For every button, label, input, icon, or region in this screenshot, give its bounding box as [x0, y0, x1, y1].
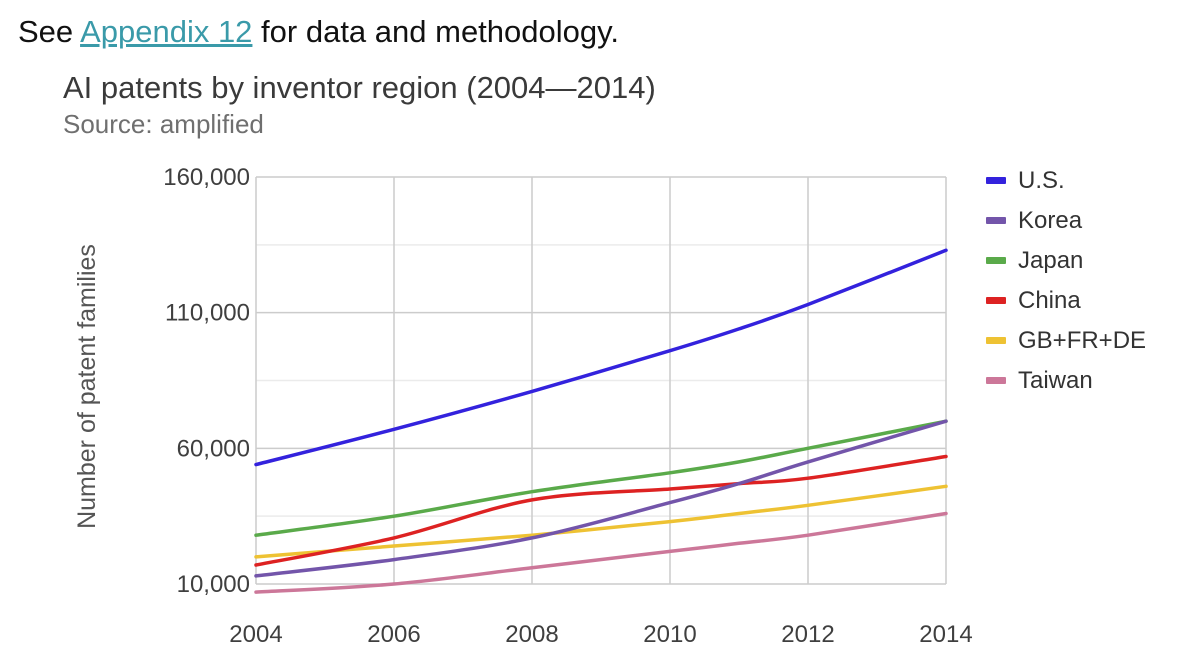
x-tick-label: 2006 — [367, 621, 420, 648]
legend-label-gb-fr-de: GB+FR+DE — [1018, 327, 1146, 354]
chart-title: AI patents by inventor region (2004—2014… — [63, 70, 656, 105]
x-tick-label: 2010 — [643, 621, 696, 648]
appendix-link[interactable]: Appendix 12 — [80, 14, 253, 49]
intro-prefix: See — [18, 14, 81, 49]
series-line-taiwan — [254, 511, 948, 594]
series-line-japan — [254, 419, 948, 537]
intro-text: See Appendix 12 for data and methodology… — [18, 14, 619, 50]
x-tick-label: 2012 — [781, 621, 834, 648]
y-tick-label: 60,000 — [177, 435, 250, 462]
legend-label-japan: Japan — [1018, 247, 1083, 274]
y-axis-title: Number of patent families — [73, 244, 101, 529]
y-tick-label: 110,000 — [165, 300, 250, 327]
legend-swatch-china — [986, 297, 1006, 304]
legend-swatch-taiwan — [986, 377, 1006, 384]
chart-subtitle: Source: amplified — [63, 109, 264, 139]
series-line-gb-fr-de — [254, 484, 948, 559]
legend-swatch-japan — [986, 257, 1006, 264]
legend-label-korea: Korea — [1018, 207, 1083, 234]
legend-swatch-u-s — [986, 177, 1006, 184]
legend-swatch-gb-fr-de — [986, 337, 1006, 344]
series-line-china — [254, 454, 948, 567]
intro-suffix: for data and methodology. — [252, 14, 619, 49]
legend-label-china: China — [1018, 287, 1081, 314]
series-line-korea — [254, 419, 948, 578]
y-tick-label: 160,000 — [163, 164, 250, 191]
x-tick-label: 2008 — [505, 621, 558, 648]
legend-label-taiwan: Taiwan — [1018, 367, 1093, 394]
x-tick-label: 2014 — [919, 621, 972, 648]
series-line-u-s — [254, 248, 948, 467]
legend-label-u-s: U.S. — [1018, 167, 1065, 194]
y-tick-label: 10,000 — [177, 571, 250, 598]
legend-swatch-korea — [986, 217, 1006, 224]
x-tick-label: 2004 — [229, 621, 282, 648]
